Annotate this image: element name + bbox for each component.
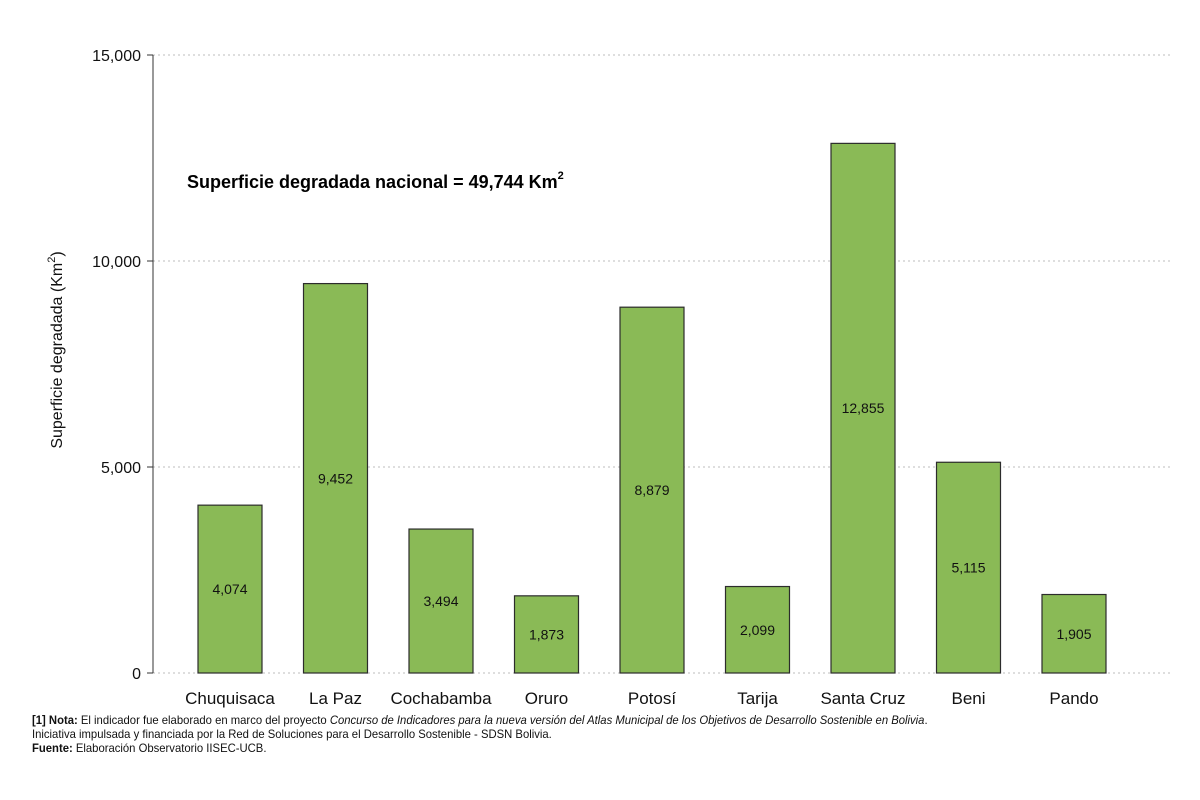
y-tick-label: 15,000 bbox=[92, 48, 141, 65]
bar bbox=[197, 504, 263, 674]
bar-value-label: 12,855 bbox=[842, 400, 885, 416]
x-category-label: Chuquisaca bbox=[185, 689, 275, 708]
bar bbox=[619, 306, 685, 674]
footnote-line-1: [1] Nota: El indicador fue elaborado en … bbox=[32, 713, 928, 727]
bars: 4,074 9,452 3,494 1,873 8,879 2,099 12,855 5,11… bbox=[197, 142, 1107, 674]
bar bbox=[935, 461, 1002, 674]
bar bbox=[302, 282, 369, 674]
bar-value-label: 2,099 bbox=[740, 622, 775, 638]
y-tick-label: 5,000 bbox=[101, 460, 141, 477]
x-category-label: Pando bbox=[1049, 689, 1098, 708]
footnote: [1] Nota: El indicador fue elaborado en … bbox=[32, 713, 1113, 755]
y-axis-label: Superficie degradada (Km2) bbox=[46, 251, 66, 448]
national-total-annotation: Superficie degradada nacional = 49,744 K… bbox=[187, 170, 564, 192]
bar-value-label: 3,494 bbox=[423, 593, 458, 609]
bar bbox=[830, 142, 896, 674]
x-category-label: La Paz bbox=[309, 689, 362, 708]
x-category-label: Beni bbox=[951, 689, 985, 708]
bar-value-label: 9,452 bbox=[318, 470, 353, 486]
y-tick-label: 0 bbox=[132, 666, 141, 683]
bar bbox=[408, 528, 474, 674]
bar bbox=[1041, 593, 1107, 674]
x-category-label: Santa Cruz bbox=[820, 689, 905, 708]
y-axis: 0 5,000 10,000 15,000 bbox=[92, 48, 154, 683]
bar-value-label: 1,905 bbox=[1056, 626, 1091, 642]
x-category-label: Oruro bbox=[525, 689, 568, 708]
bar bbox=[724, 585, 791, 674]
bar-value-label: 8,879 bbox=[634, 482, 669, 498]
x-category-label: Potosí bbox=[628, 689, 676, 708]
y-tick-label: 10,000 bbox=[92, 254, 141, 271]
footnote-line-3: Fuente: Elaboración Observatorio IISEC-U… bbox=[32, 741, 267, 755]
bar-chart: 0 5,000 10,000 15,000 4,074 9,452 3,494 1,873 8… bbox=[46, 48, 1170, 708]
x-axis-labels: Chuquisaca La Paz Cochabamba Oruro Potosí Tar… bbox=[185, 689, 1098, 708]
bar-value-label: 1,873 bbox=[529, 626, 564, 642]
bar-value-label: 5,115 bbox=[952, 560, 986, 576]
bar-value-label: 4,074 bbox=[212, 581, 247, 597]
bar bbox=[513, 595, 580, 674]
x-category-label: Cochabamba bbox=[390, 689, 492, 708]
footnote-line-2: Iniciativa impulsada y financiada por la… bbox=[32, 727, 552, 741]
x-category-label: Tarija bbox=[737, 689, 778, 708]
